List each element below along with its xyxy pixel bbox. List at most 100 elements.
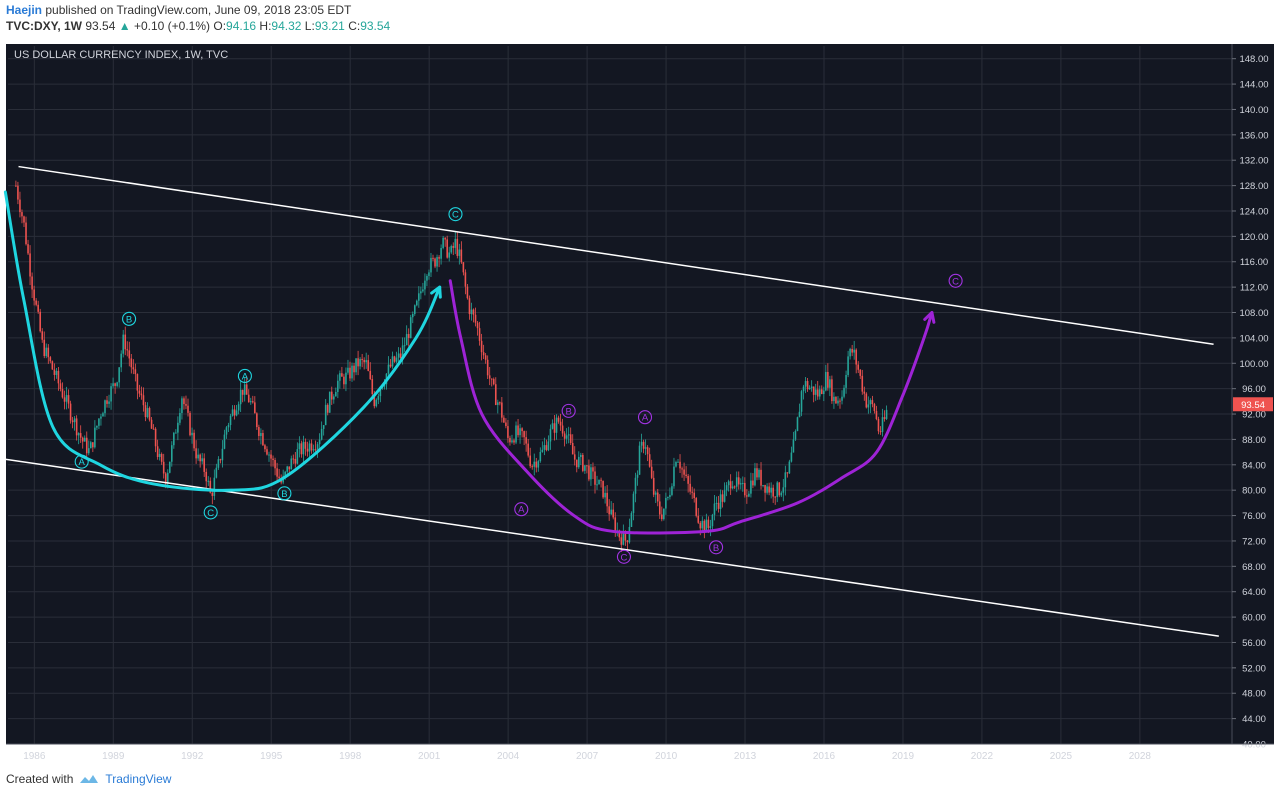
wave-label-circle [514, 502, 529, 517]
publish-info: Haejin published on TradingView.com, Jun… [6, 3, 351, 17]
time-tick-label: 1989 [102, 751, 125, 762]
candle-body [859, 369, 862, 376]
candle-body [683, 469, 685, 475]
price-tick-label: 64.00 [1242, 587, 1266, 598]
candle-body [332, 396, 335, 400]
price-tick-label: 144.00 [1239, 80, 1268, 91]
candle-body [784, 472, 787, 488]
candle-body [108, 401, 110, 404]
annotations: A B C A B C A B C A B C [0, 165, 1219, 637]
candle-body [94, 427, 96, 448]
candle-body [63, 397, 66, 402]
candle-body [454, 238, 457, 248]
candle-body [270, 454, 272, 459]
price-tick-label: 80.00 [1242, 486, 1266, 497]
price-tick-label: 68.00 [1242, 562, 1266, 573]
change-arrow-icon: ▲ [118, 19, 131, 33]
candle-body [786, 472, 789, 474]
cyan-cup-curve [3, 190, 442, 492]
candle-body [130, 358, 133, 368]
candle-body [371, 379, 374, 395]
candle-body [462, 262, 465, 273]
candle-body [264, 445, 266, 450]
candle-body [134, 369, 137, 375]
symbol-name: TVC:DXY, 1W [6, 19, 83, 33]
candle-body [754, 468, 756, 486]
candle-body [314, 449, 317, 451]
candle-body [810, 386, 813, 388]
candle-body [788, 461, 791, 474]
candle-body [577, 456, 580, 468]
candle-body [628, 526, 631, 543]
candle-body [573, 454, 576, 460]
candle-body [663, 508, 665, 520]
candle-body [632, 493, 635, 514]
price-tick-label: 120.00 [1239, 232, 1268, 243]
candle-body [444, 237, 446, 240]
candle-body [330, 391, 333, 400]
candle-body [144, 405, 147, 418]
candle-body [798, 411, 801, 418]
candle-body [790, 452, 793, 462]
candle-body [122, 334, 125, 354]
tradingview-logo-icon[interactable] [79, 773, 99, 785]
candle-body [622, 531, 625, 545]
candle-body [691, 491, 693, 493]
candle-body [440, 248, 442, 259]
candle-body [401, 345, 404, 359]
candle-body [320, 428, 323, 440]
candle-body [85, 437, 88, 454]
candle-body [656, 492, 659, 502]
candle-body [476, 322, 479, 329]
purple-arrow-icon [923, 311, 936, 324]
tradingview-link[interactable]: TradingView [105, 772, 172, 786]
candle-body [703, 520, 706, 532]
wave-label-text: C [207, 508, 214, 519]
candle-body [81, 437, 84, 442]
candle-body [256, 413, 258, 428]
chart-container[interactable]: 148.00 144.00 140.00 136.00 132.00 128.00 124.… [0, 38, 1280, 770]
time-axis[interactable]: 1986 1989 1992 1995 1998 2001 2004 2007 2010 2013… [6, 743, 1274, 762]
candle-body [452, 246, 455, 248]
price-change: +0.10 (+0.1%) [133, 19, 211, 33]
candle-body [567, 434, 570, 436]
candle-body [399, 353, 402, 359]
candle-body [168, 461, 171, 473]
candle-body [652, 477, 655, 495]
candle-body [92, 442, 94, 448]
candle-body [53, 369, 56, 375]
candle-body [553, 423, 556, 433]
candle-body [820, 389, 823, 395]
candle-body [598, 479, 600, 485]
candle-body [630, 513, 633, 527]
price-chart[interactable]: 148.00 144.00 140.00 136.00 132.00 128.00 124.… [0, 38, 1280, 770]
chart-title: US DOLLAR CURRENCY INDEX, 1W, TVC [14, 49, 228, 61]
candle-body [827, 371, 829, 388]
candle-body [179, 413, 181, 423]
candle-body [658, 501, 661, 515]
candle-body [298, 443, 301, 450]
candle-body [642, 441, 645, 449]
candle-body [181, 398, 183, 414]
candle-body [373, 394, 376, 407]
candle-body [375, 399, 378, 407]
candle-body [792, 439, 795, 453]
candle-body [201, 458, 203, 462]
price-axis[interactable]: 148.00 144.00 140.00 136.00 132.00 128.00 124.… [1231, 44, 1274, 751]
candle-body [405, 334, 408, 346]
candle-body [748, 493, 750, 497]
candle-body [118, 367, 120, 383]
candle-body [367, 360, 370, 371]
time-tick-label: 1986 [23, 751, 46, 762]
price-tick-label: 84.00 [1242, 460, 1266, 471]
author-link[interactable]: Haejin [6, 3, 43, 17]
candle-body [822, 390, 825, 395]
candle-body [776, 482, 779, 498]
candle-body [547, 441, 550, 451]
candle-body [116, 382, 118, 386]
candle-body [448, 252, 451, 258]
candle-body [450, 246, 453, 253]
candle-body [146, 408, 149, 418]
candle-body [140, 393, 143, 396]
candle-body [600, 479, 602, 481]
